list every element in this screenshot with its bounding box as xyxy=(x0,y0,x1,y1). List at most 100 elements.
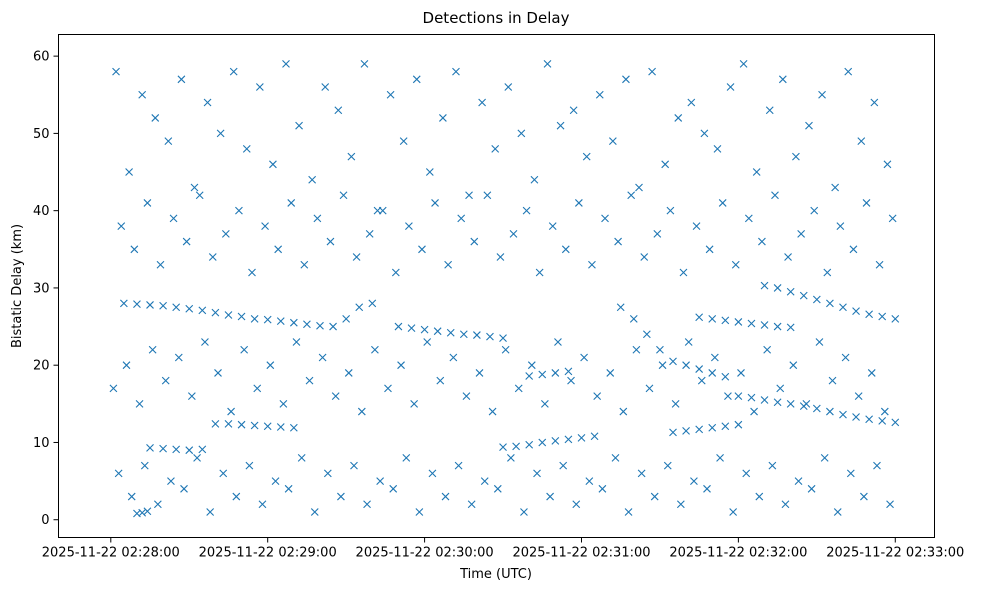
detection-marker xyxy=(671,399,680,408)
detection-marker xyxy=(289,423,298,432)
detection-marker xyxy=(559,461,568,470)
detection-marker xyxy=(187,392,196,400)
detection-marker xyxy=(517,129,526,138)
detection-marker xyxy=(321,83,330,91)
detection-marker xyxy=(201,338,209,346)
detection-marker xyxy=(682,426,690,435)
detection-marker xyxy=(606,369,615,377)
detection-marker xyxy=(499,334,507,343)
detection-marker xyxy=(551,437,560,445)
detection-marker xyxy=(203,98,212,107)
detection-marker xyxy=(140,461,149,470)
detection-marker xyxy=(235,206,243,215)
detection-marker xyxy=(459,330,468,339)
detection-marker xyxy=(852,413,860,421)
detection-marker xyxy=(875,260,884,269)
detection-marker xyxy=(695,365,704,373)
detection-marker xyxy=(870,98,879,107)
detection-marker xyxy=(386,90,395,99)
detection-marker xyxy=(420,325,429,334)
detection-marker xyxy=(632,345,641,354)
detection-marker xyxy=(478,98,487,107)
detection-marker xyxy=(713,144,722,153)
detection-marker xyxy=(135,399,144,408)
detection-marker xyxy=(122,361,131,370)
detection-marker xyxy=(574,199,583,207)
detection-marker xyxy=(452,67,460,76)
detection-marker xyxy=(734,318,743,326)
detection-marker xyxy=(697,376,706,385)
detection-marker xyxy=(865,310,874,319)
detection-marker xyxy=(721,372,730,381)
detection-marker xyxy=(653,229,662,238)
detection-marker xyxy=(431,199,439,207)
detection-marker xyxy=(820,454,829,462)
detection-marker xyxy=(831,183,840,192)
detection-marker xyxy=(765,106,774,115)
detection-marker xyxy=(475,369,484,377)
detection-marker xyxy=(833,508,842,516)
detection-marker xyxy=(303,320,311,329)
detection-marker xyxy=(718,199,727,207)
detection-marker xyxy=(844,67,853,76)
detection-marker xyxy=(480,477,489,485)
detection-marker xyxy=(755,492,764,501)
detection-marker xyxy=(705,245,714,254)
detection-marker xyxy=(849,245,858,254)
detection-marker xyxy=(109,384,118,393)
x-axis-ticks: 2025-11-22 02:28:00 2025-11-22 02:29:00 20… xyxy=(42,537,964,561)
detection-marker xyxy=(781,500,790,509)
detection-marker xyxy=(731,260,740,269)
detection-marker xyxy=(172,445,181,454)
detection-marker xyxy=(690,477,698,485)
detection-marker xyxy=(669,357,677,366)
detection-marker xyxy=(595,90,604,99)
detection-marker xyxy=(255,83,264,91)
detection-marker xyxy=(786,323,795,332)
detection-marker xyxy=(159,301,167,310)
detection-marker xyxy=(402,454,411,462)
detection-marker xyxy=(248,268,256,277)
detection-marker xyxy=(198,445,207,454)
detection-marker xyxy=(635,183,643,192)
detection-marker xyxy=(527,361,536,370)
detection-marker xyxy=(619,407,628,416)
detection-marker xyxy=(177,75,186,84)
detection-marker xyxy=(407,324,416,332)
detection-marker xyxy=(695,425,704,434)
detection-marker xyxy=(786,399,795,408)
y-tick-label: 30 xyxy=(33,281,50,296)
detection-marker xyxy=(352,253,361,261)
detection-marker xyxy=(556,121,565,130)
detection-marker xyxy=(577,433,586,442)
plot-frame xyxy=(58,34,935,538)
detection-marker xyxy=(572,500,581,509)
detection-marker xyxy=(112,67,120,76)
detection-marker xyxy=(174,353,183,362)
detection-marker xyxy=(300,260,309,269)
detection-marker xyxy=(700,129,709,138)
detection-marker xyxy=(784,253,792,261)
y-tick-label: 50 xyxy=(33,127,50,142)
detection-marker xyxy=(509,229,518,238)
detection-marker xyxy=(185,304,194,313)
detection-marker xyxy=(329,322,337,331)
detection-marker xyxy=(807,484,816,493)
detection-marker xyxy=(470,237,479,246)
detection-marker xyxy=(211,308,220,317)
detection-marker xyxy=(146,301,154,309)
x-tick-label: 2025-11-22 02:30:00 xyxy=(356,546,494,561)
detection-marker xyxy=(839,410,847,419)
detection-marker xyxy=(826,407,834,416)
detection-marker xyxy=(778,75,787,84)
detection-marker xyxy=(891,314,900,323)
detection-marker xyxy=(708,423,717,432)
detection-marker xyxy=(397,361,405,370)
detection-marker xyxy=(546,492,554,501)
detection-marker xyxy=(682,361,690,370)
detection-marker xyxy=(418,245,426,254)
detection-marker xyxy=(117,222,126,231)
detection-marker xyxy=(214,369,222,377)
detection-marker xyxy=(836,222,845,231)
detection-marker xyxy=(648,67,656,76)
